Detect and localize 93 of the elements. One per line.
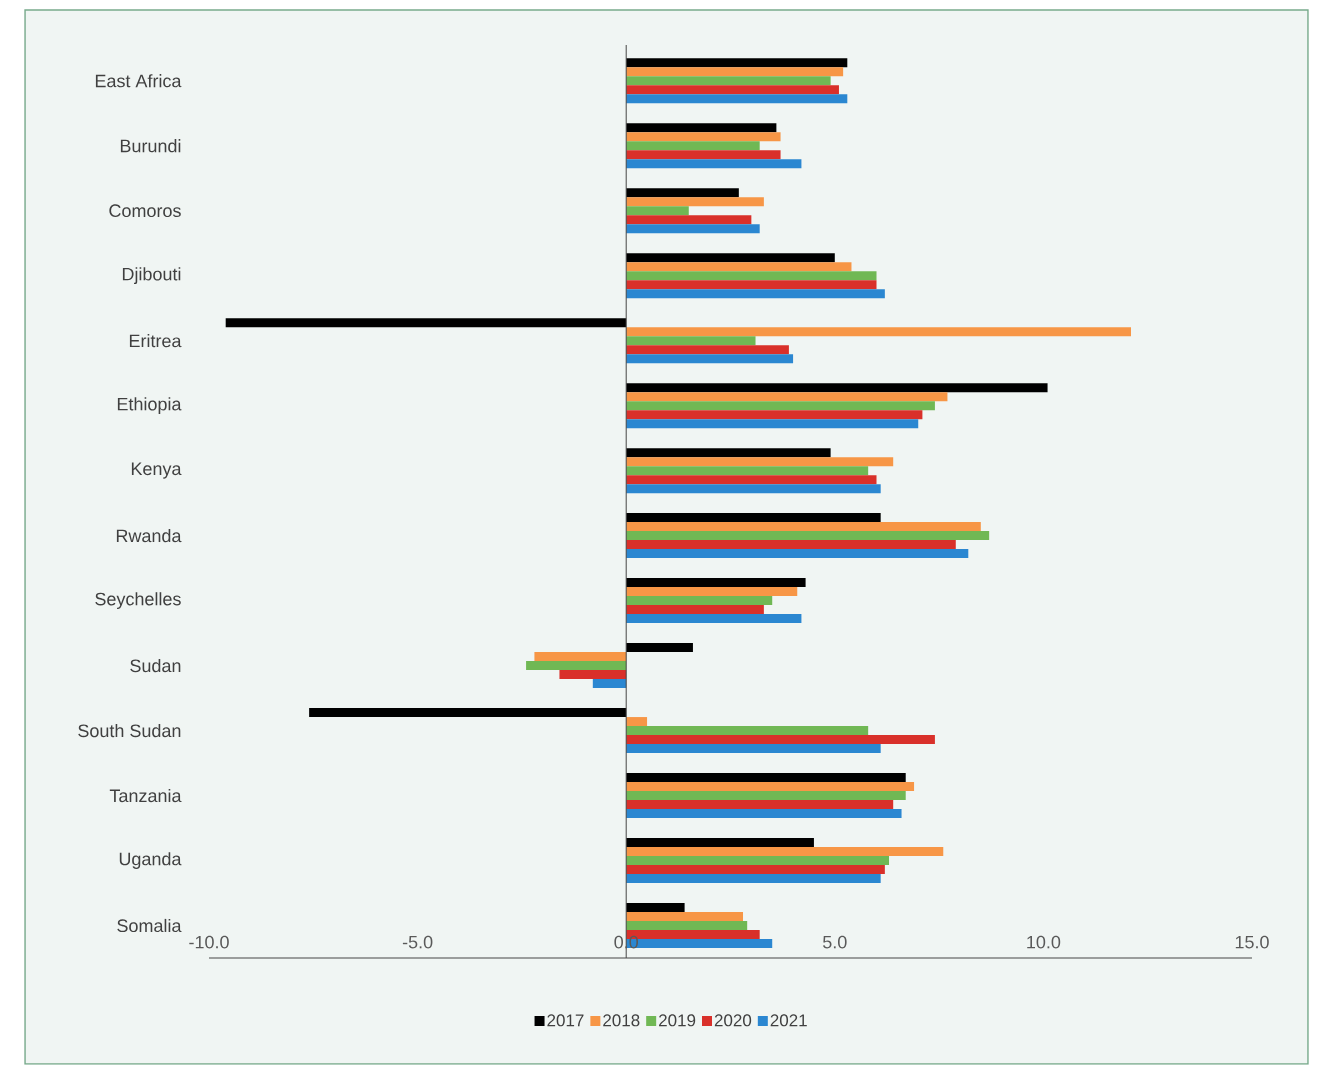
bar	[626, 912, 744, 922]
bar	[626, 150, 781, 160]
bar	[534, 652, 627, 662]
bar	[626, 578, 806, 588]
bar	[626, 531, 990, 541]
legend-label: 2017	[547, 1014, 584, 1027]
bar	[626, 354, 794, 364]
bar	[626, 513, 881, 523]
y-tick-label: Tanzania	[109, 789, 182, 803]
bar	[526, 661, 627, 671]
bar	[626, 540, 956, 550]
bar	[626, 596, 773, 606]
bar	[626, 206, 689, 216]
y-tick-label: South Sudan	[78, 724, 181, 738]
bar	[626, 809, 902, 819]
bar	[626, 903, 685, 913]
x-tick-label: 10.0	[1027, 935, 1061, 949]
y-tick-label: East Africa	[95, 74, 182, 88]
bar	[626, 448, 831, 458]
bar	[626, 401, 935, 411]
bar	[626, 410, 923, 420]
bar	[626, 466, 869, 476]
bar	[626, 141, 760, 151]
bar	[626, 800, 894, 810]
bar	[626, 289, 885, 299]
bar	[592, 679, 627, 689]
bar	[626, 773, 906, 783]
bar	[626, 856, 890, 866]
bar	[626, 280, 877, 290]
y-tick-label: Djibouti	[122, 267, 181, 285]
bar	[626, 643, 693, 653]
x-tick-label: 15.0	[1235, 935, 1269, 949]
bar	[626, 392, 948, 402]
bar	[626, 76, 831, 86]
bar	[626, 865, 885, 875]
bar	[626, 85, 839, 95]
bar	[626, 735, 935, 745]
bar	[626, 419, 919, 429]
bar	[309, 708, 627, 718]
bar	[626, 549, 969, 559]
bar	[626, 847, 944, 857]
bar	[626, 224, 760, 234]
legend-label: 2019	[659, 1014, 696, 1027]
bar	[626, 262, 852, 272]
x-tick-label: -10.0	[189, 935, 229, 949]
bar	[626, 94, 848, 104]
legend-label: 2021	[770, 1014, 807, 1027]
bar	[626, 327, 1131, 337]
bar	[626, 921, 748, 931]
bar	[626, 345, 789, 355]
y-tick-label: Uganda	[119, 852, 182, 870]
x-tick-label: 5.0	[823, 935, 847, 949]
legend-label: 2018	[603, 1014, 640, 1027]
bar	[626, 271, 877, 281]
bar	[626, 58, 848, 68]
bar	[626, 605, 764, 615]
bar	[626, 253, 835, 263]
bar	[626, 197, 764, 207]
bar	[626, 717, 648, 727]
legend-label: 2020	[714, 1014, 752, 1027]
bar	[626, 726, 869, 736]
y-tick-label: Eritrea	[129, 334, 182, 348]
bar	[626, 791, 906, 801]
bar	[626, 744, 881, 754]
bar	[626, 782, 915, 792]
bar	[626, 159, 802, 169]
bar	[626, 874, 881, 884]
bar	[626, 383, 1048, 393]
y-tick-label: Kenya	[131, 462, 182, 479]
bar	[626, 484, 881, 494]
bar	[626, 457, 894, 467]
bar	[626, 614, 802, 624]
x-tick-label: -5.0	[402, 935, 433, 949]
bar	[559, 670, 627, 680]
bar	[626, 188, 739, 198]
bar	[626, 838, 814, 848]
bar	[626, 336, 756, 346]
bar	[626, 587, 798, 597]
y-tick-label: Sudan	[130, 659, 181, 673]
bar	[626, 67, 844, 77]
y-tick-label: Seychelles	[95, 592, 181, 610]
y-tick-label: Burundi	[120, 139, 181, 153]
bar	[626, 123, 777, 133]
y-tick-label: Somalia	[117, 919, 182, 933]
x-tick-label: 0.0	[614, 935, 639, 949]
y-tick-label: Ethiopia	[117, 397, 182, 415]
y-tick-label: Rwanda	[116, 529, 182, 543]
bar	[626, 522, 981, 532]
bar	[626, 475, 877, 485]
y-tick-label: Comoros	[109, 204, 181, 218]
bar	[626, 132, 781, 142]
bar	[626, 215, 752, 225]
bar	[225, 318, 627, 328]
